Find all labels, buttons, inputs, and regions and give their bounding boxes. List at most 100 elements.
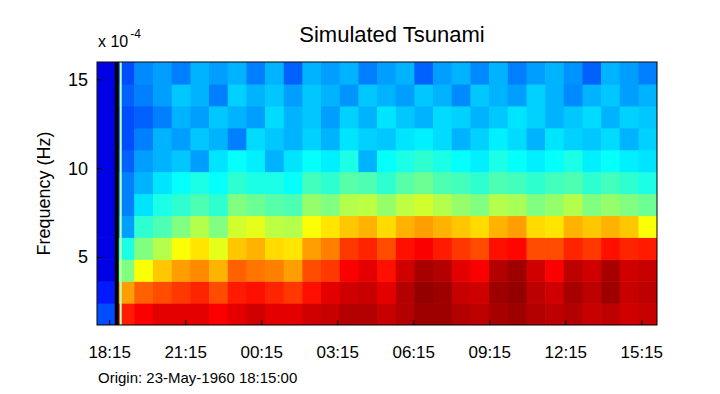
cell [284,84,303,106]
cell [284,150,303,172]
cell [377,215,396,237]
cell [340,84,359,106]
cell [508,215,527,237]
cell [433,172,452,195]
cell [414,281,433,303]
cell [134,128,153,151]
y-tick-label: 15 [68,70,88,90]
cell [134,303,153,325]
cell [284,215,303,237]
y-tick-label: 5 [78,247,88,267]
cell [246,84,265,106]
cell [358,106,377,129]
cell [601,259,620,282]
x-tick-label: 09:15 [468,343,511,362]
cell [527,281,546,303]
cell [377,62,396,84]
cell [601,281,620,303]
cell [489,150,508,172]
cell [228,106,247,129]
cell [620,62,639,84]
cell [564,303,583,325]
cell [396,84,415,106]
cell [396,259,415,282]
cell [639,62,657,84]
cell [601,194,620,217]
cell [302,259,321,282]
cell [321,237,340,260]
cell [97,106,116,129]
y-tick [97,257,102,258]
cell [228,128,247,151]
cell [470,194,489,217]
cell [489,62,508,84]
y-tick [97,79,102,80]
cell [452,303,471,325]
cell [527,84,546,106]
cell [153,106,172,129]
cell [545,303,564,325]
cell [284,303,303,325]
cell [489,172,508,195]
cell [564,150,583,172]
y-tick-label: 10 [68,159,88,179]
cell [396,281,415,303]
cell [433,237,452,260]
cell [134,281,153,303]
cell [545,237,564,260]
cell [209,128,228,151]
cell [545,84,564,106]
cell [601,303,620,325]
cell [265,303,284,325]
cell [564,106,583,129]
cell [433,194,452,217]
cell [321,194,340,217]
cell [340,215,359,237]
cell [377,106,396,129]
cell [153,128,172,151]
cell [97,128,116,151]
cell [190,215,209,237]
cell [583,150,602,172]
cell [228,62,247,84]
cell [377,194,396,217]
cell [601,128,620,151]
cell [284,62,303,84]
cell [470,84,489,106]
cell [414,194,433,217]
cell [639,128,657,151]
cell [452,106,471,129]
cell [190,128,209,151]
cell [134,215,153,237]
cell [452,84,471,106]
cell [508,172,527,195]
cell [545,150,564,172]
cell [358,215,377,237]
cell [414,84,433,106]
cell [265,106,284,129]
cell [452,172,471,195]
cell [172,237,191,260]
cell [134,172,153,195]
cell [246,259,265,282]
cell [340,259,359,282]
cell [620,84,639,106]
cell [620,150,639,172]
cell [246,150,265,172]
x-tick-label: 06:15 [392,343,435,362]
cell [228,172,247,195]
cell [340,150,359,172]
cell [452,237,471,260]
cell [265,84,284,106]
cell [396,62,415,84]
x-tick [641,320,642,325]
cell [583,281,602,303]
cell [583,303,602,325]
cell [134,62,153,84]
cell [358,303,377,325]
cell [153,84,172,106]
cell [153,281,172,303]
y-multiplier-base: x 10 [98,33,128,50]
cell [414,150,433,172]
cell [358,150,377,172]
